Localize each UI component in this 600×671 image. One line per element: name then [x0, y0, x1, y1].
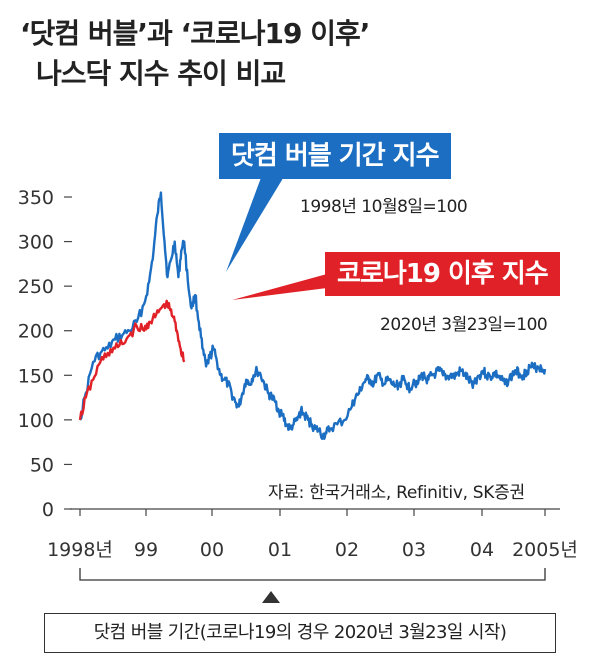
y-tick-label: 150: [18, 365, 54, 387]
x-tick-label: 02: [335, 539, 359, 561]
chart-title-line-1: ‘닷컴 버블’과 ‘코로나19 이후’: [20, 17, 370, 50]
callout-pointers: [226, 175, 327, 300]
x-tick-label: 01: [268, 539, 292, 561]
corona-callout-pointer: [232, 274, 327, 300]
chart-title-line-2: 나스닥 지수 추이 비교: [36, 57, 286, 90]
dotcom-callout-label: 닷컴 버블 기간 지수: [219, 133, 451, 179]
x-axis: 1998년 99 00 01 02 03 04 2005년: [47, 508, 578, 561]
period-bracket-line: [79, 568, 546, 581]
y-axis: 0 50 100 150 200 250 300 350: [18, 187, 72, 521]
dotcom-callout-pointer: [226, 175, 285, 272]
y-tick-label: 350: [18, 187, 54, 209]
corona-index-line: [78, 299, 186, 421]
chart-title: ‘닷컴 버블’과 ‘코로나19 이후’ 나스닥 지수 추이 비교: [20, 14, 370, 94]
x-tick-label: 03: [402, 539, 426, 561]
x-tick-label: 00: [200, 539, 224, 561]
series-layer: [78, 191, 547, 440]
period-bracket-arrow: [262, 591, 280, 603]
y-tick-label: 250: [18, 276, 54, 298]
y-tick-label: 300: [18, 232, 54, 254]
x-tick-label: 1998년: [47, 539, 113, 561]
corona-base-note: 2020년 3월23일=100: [380, 315, 548, 335]
x-tick-label: 04: [470, 539, 494, 561]
y-tick-label: 0: [42, 499, 54, 521]
source-note: 자료: 한국거래소, Refinitiv, SK증권: [268, 483, 525, 503]
y-tick-label: 200: [18, 321, 54, 343]
y-tick-label: 50: [30, 454, 54, 476]
x-tick-label: 2005년: [512, 539, 578, 561]
dotcom-index-line: [79, 191, 547, 440]
period-note-box: 닷컴 버블 기간(코로나19의 경우 2020년 3월23일 시작): [44, 613, 556, 653]
dotcom-base-note: 1998년 10월8일=100: [300, 197, 468, 217]
period-bracket: [79, 568, 546, 603]
corona-callout-label: 코로나19 이후 지수: [325, 252, 560, 296]
y-tick-label: 100: [18, 410, 54, 432]
x-tick-label: 99: [134, 539, 158, 561]
